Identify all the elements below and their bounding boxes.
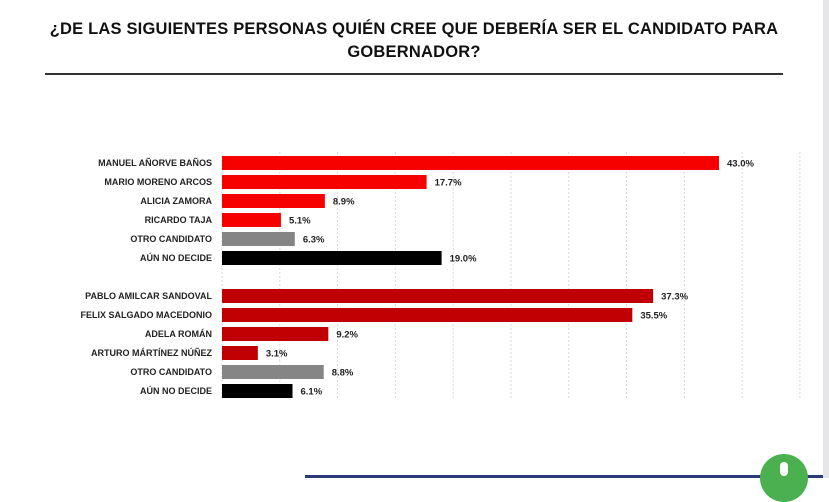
data-label: 35.5% — [640, 311, 667, 322]
category-label: MANUEL AÑORVE BAÑOS — [98, 158, 212, 168]
bar — [222, 194, 325, 208]
data-label: 3.1% — [266, 349, 288, 360]
category-label: ARTURO MÁRTÍNEZ NÚÑEZ — [91, 347, 212, 358]
bottom-bar — [305, 475, 823, 478]
whatsapp-icon[interactable] — [760, 454, 808, 502]
category-label: PABLO AMILCAR SANDOVAL — [85, 291, 212, 301]
data-label: 17.7% — [435, 178, 462, 189]
category-label: OTRO CANDIDATO — [130, 367, 212, 377]
category-label: RICARDO TAJA — [145, 215, 213, 225]
bar — [222, 251, 442, 265]
category-label: AÚN NO DECIDE — [140, 252, 212, 263]
category-label: MARIO MORENO ARCOS — [104, 177, 212, 187]
bar — [222, 175, 427, 189]
category-label: OTRO CANDIDATO — [130, 234, 212, 244]
bar-chart: MANUEL AÑORVE BAÑOS 43.0% MARIO MORENO ARC… — [80, 152, 801, 400]
category-label: FELIX SALGADO MACEDONIO — [80, 310, 212, 320]
bar — [222, 346, 258, 360]
bar — [222, 213, 281, 227]
bar — [222, 365, 324, 379]
bar — [222, 289, 654, 303]
data-label: 43.0% — [727, 159, 754, 170]
data-label: 8.9% — [333, 197, 355, 208]
data-label: 19.0% — [450, 254, 477, 265]
category-label: AÚN NO DECIDE — [140, 385, 212, 396]
bar — [222, 384, 293, 398]
chart-title: ¿DE LAS SIGUIENTES PERSONAS QUIÉN CREE Q… — [49, 20, 779, 61]
window-edge — [823, 0, 829, 478]
data-label: 8.8% — [332, 368, 354, 379]
bar — [222, 156, 719, 170]
bar — [222, 327, 329, 341]
data-label: 9.2% — [336, 330, 358, 341]
data-label: 6.1% — [301, 387, 323, 398]
bar — [222, 232, 295, 246]
bar — [222, 308, 633, 322]
category-label: ADELA ROMÁN — [145, 329, 212, 339]
data-label: 6.3% — [303, 235, 325, 246]
category-label: ALICIA ZAMORA — [140, 196, 212, 206]
data-label: 5.1% — [289, 216, 311, 227]
data-label: 37.3% — [661, 292, 688, 303]
title-underline — [45, 73, 783, 75]
